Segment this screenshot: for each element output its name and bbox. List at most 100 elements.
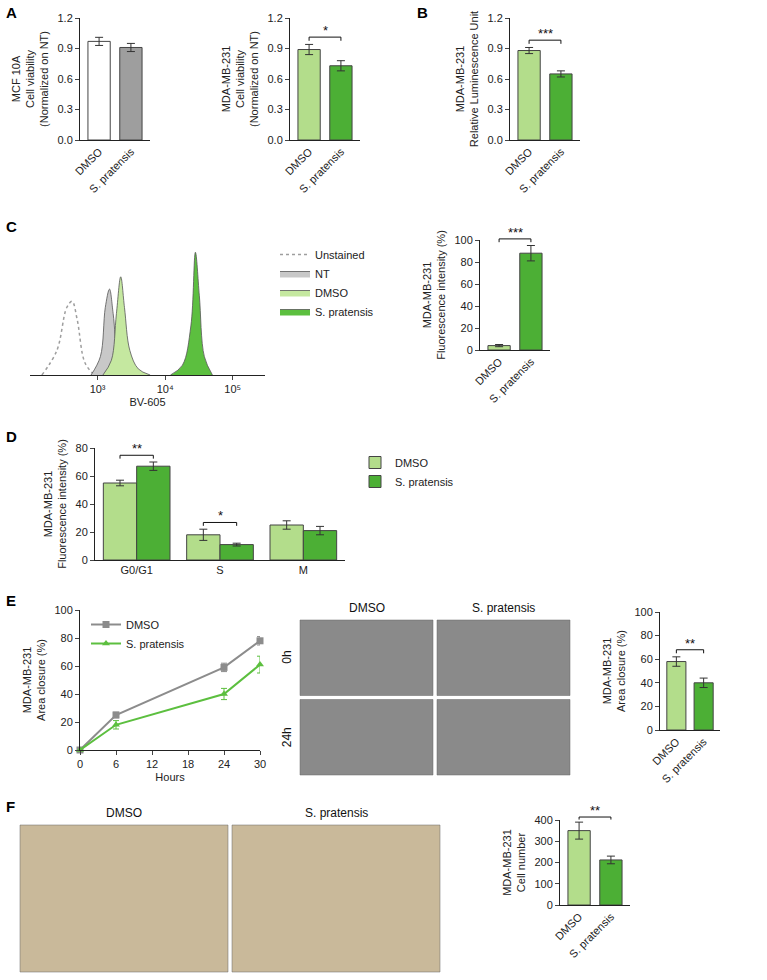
svg-text:DMSO: DMSO	[650, 735, 682, 767]
svg-text:0.0: 0.0	[268, 134, 283, 146]
svg-text:S. pratensis: S. pratensis	[297, 145, 347, 195]
svg-text:1.2: 1.2	[268, 12, 283, 24]
svg-text:40: 40	[76, 498, 88, 510]
svg-text:100: 100	[634, 606, 652, 618]
svg-text:**: **	[590, 803, 600, 818]
svg-text:24: 24	[218, 758, 230, 770]
svg-text:NT: NT	[315, 268, 330, 280]
svg-text:80: 80	[461, 256, 473, 268]
svg-text:DMSO: DMSO	[106, 806, 142, 820]
svg-text:S. pratensis: S. pratensis	[487, 355, 537, 405]
svg-text:B: B	[417, 4, 428, 21]
svg-text:F: F	[6, 798, 15, 815]
svg-text:60: 60	[641, 653, 653, 665]
svg-text:S. pratensis: S. pratensis	[472, 601, 535, 615]
svg-text:0.6: 0.6	[488, 73, 503, 85]
svg-text:*: *	[218, 508, 223, 523]
svg-text:**: **	[132, 441, 142, 456]
svg-text:0.3: 0.3	[58, 103, 73, 115]
svg-text:S. pratensis: S. pratensis	[517, 145, 567, 195]
svg-text:80: 80	[641, 629, 653, 641]
svg-text:MDA-MB-231Fluorescence intensi: MDA-MB-231Fluorescence intensity (%)	[42, 439, 68, 569]
svg-text:S. pratensis: S. pratensis	[305, 806, 368, 820]
svg-text:BV-605: BV-605	[129, 396, 165, 408]
svg-text:1.2: 1.2	[58, 12, 73, 24]
svg-text:S: S	[216, 564, 223, 576]
svg-text:0: 0	[647, 724, 653, 736]
svg-text:DMSO: DMSO	[349, 601, 385, 615]
svg-text:200: 200	[534, 856, 552, 868]
svg-text:0: 0	[77, 758, 83, 770]
svg-text:MDA-MB-231Fluorescence intensi: MDA-MB-231Fluorescence intensity (%)	[421, 230, 447, 360]
svg-text:10⁵: 10⁵	[224, 383, 241, 395]
svg-text:0: 0	[547, 899, 553, 911]
svg-text:A: A	[6, 4, 17, 21]
svg-text:0.0: 0.0	[488, 134, 503, 146]
svg-text:60: 60	[61, 660, 73, 672]
svg-text:C: C	[6, 218, 17, 235]
svg-text:DMSO: DMSO	[73, 145, 105, 177]
svg-text:80: 80	[61, 632, 73, 644]
svg-text:DMSO: DMSO	[283, 145, 315, 177]
svg-text:DMSO: DMSO	[473, 355, 505, 387]
svg-text:60: 60	[461, 278, 473, 290]
svg-text:400: 400	[534, 814, 552, 826]
svg-text:100: 100	[534, 878, 552, 890]
svg-text:D: D	[6, 428, 17, 445]
svg-text:DMSO: DMSO	[315, 287, 348, 299]
svg-text:0: 0	[67, 744, 73, 756]
svg-text:MDA-MB-231Cell number: MDA-MB-231Cell number	[501, 829, 527, 896]
svg-text:***: ***	[538, 26, 553, 41]
svg-text:18: 18	[182, 758, 194, 770]
svg-text:0.6: 0.6	[268, 73, 283, 85]
svg-text:S. pratensis: S. pratensis	[395, 476, 454, 488]
svg-text:0.9: 0.9	[268, 42, 283, 54]
svg-text:20: 20	[641, 700, 653, 712]
svg-text:40: 40	[61, 688, 73, 700]
svg-text:***: ***	[508, 225, 523, 240]
svg-text:40: 40	[461, 300, 473, 312]
svg-text:*: *	[323, 23, 328, 38]
svg-text:0.6: 0.6	[58, 73, 73, 85]
svg-text:20: 20	[76, 526, 88, 538]
svg-text:6: 6	[113, 758, 119, 770]
svg-text:40: 40	[641, 677, 653, 689]
svg-text:Hours: Hours	[155, 771, 185, 783]
svg-text:20: 20	[61, 716, 73, 728]
svg-text:10³: 10³	[90, 383, 106, 395]
svg-text:MDA-MB-231Area closure (%): MDA-MB-231Area closure (%)	[21, 639, 47, 721]
svg-text:MCF 10ACell viability(Normaliz: MCF 10ACell viability(Normalized on NT)	[10, 31, 51, 127]
svg-text:S. pratensis: S. pratensis	[87, 145, 137, 195]
svg-text:M: M	[299, 564, 308, 576]
svg-text:100: 100	[54, 604, 72, 616]
svg-text:S. pratensis: S. pratensis	[126, 638, 185, 650]
svg-text:DMSO: DMSO	[395, 457, 428, 469]
svg-text:30: 30	[254, 758, 266, 770]
svg-text:0.3: 0.3	[268, 103, 283, 115]
svg-text:20: 20	[461, 322, 473, 334]
svg-text:60: 60	[76, 470, 88, 482]
svg-text:0.3: 0.3	[488, 103, 503, 115]
svg-text:10⁴: 10⁴	[157, 383, 174, 395]
svg-text:DMSO: DMSO	[503, 145, 535, 177]
svg-text:0.9: 0.9	[488, 42, 503, 54]
svg-text:12: 12	[146, 758, 158, 770]
svg-text:S. pratensis: S. pratensis	[567, 910, 617, 960]
svg-text:24h: 24h	[280, 727, 294, 747]
svg-text:S. pratensis: S. pratensis	[315, 306, 374, 318]
svg-text:0: 0	[82, 554, 88, 566]
svg-text:0.0: 0.0	[58, 134, 73, 146]
svg-text:**: **	[685, 636, 695, 651]
svg-text:G0/G1: G0/G1	[120, 564, 152, 576]
svg-text:80: 80	[76, 442, 88, 454]
svg-text:300: 300	[534, 835, 552, 847]
svg-text:Unstained: Unstained	[315, 249, 365, 261]
svg-text:1.2: 1.2	[488, 12, 503, 24]
svg-text:0h: 0h	[280, 650, 294, 663]
svg-text:E: E	[6, 592, 16, 609]
svg-text:0.9: 0.9	[58, 42, 73, 54]
svg-text:S. pratensis: S. pratensis	[659, 735, 709, 785]
svg-text:MDA-MB-231Relative Luminescenc: MDA-MB-231Relative Luminescence Unit	[454, 11, 480, 147]
svg-text:100: 100	[454, 234, 472, 246]
svg-text:MDA-MB-231Area closure (%): MDA-MB-231Area closure (%)	[601, 630, 627, 712]
